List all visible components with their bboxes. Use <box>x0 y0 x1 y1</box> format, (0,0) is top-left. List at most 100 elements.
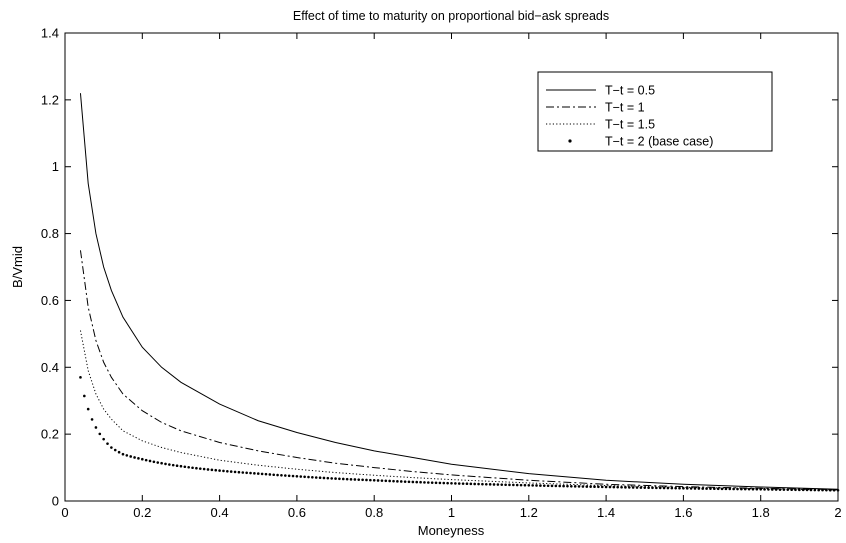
data-point <box>322 476 326 480</box>
data-point <box>457 482 461 485</box>
data-point <box>562 484 565 488</box>
data-point <box>542 484 546 487</box>
data-point <box>137 457 140 460</box>
data-point <box>639 486 643 489</box>
data-point <box>365 478 368 482</box>
data-point <box>318 476 322 480</box>
data-point <box>801 488 805 492</box>
data-point <box>98 432 102 436</box>
data-point <box>825 488 828 492</box>
data-point <box>492 483 496 486</box>
data-point <box>222 469 225 473</box>
data-point <box>226 469 229 473</box>
data-point <box>446 481 449 485</box>
x-tick-label: 1.4 <box>597 505 615 520</box>
data-point <box>635 486 639 489</box>
data-point <box>705 487 708 490</box>
data-point <box>384 479 388 483</box>
data-point <box>129 455 133 458</box>
data-point <box>341 477 345 481</box>
data-point <box>597 485 600 489</box>
data-point <box>473 482 476 486</box>
data-point <box>175 464 179 467</box>
chart-title: Effect of time to maturity on proportion… <box>293 9 609 23</box>
data-point <box>651 486 654 490</box>
data-point <box>566 484 569 488</box>
data-point <box>620 485 623 489</box>
data-point <box>570 484 573 488</box>
data-point <box>345 477 349 481</box>
data-point <box>160 461 163 465</box>
data-point <box>198 467 202 470</box>
data-point <box>380 479 384 482</box>
data-point <box>662 486 666 490</box>
y-tick-label: 0 <box>52 494 59 509</box>
y-tick-label: 0.4 <box>41 360 59 375</box>
data-point <box>790 488 793 492</box>
data-point <box>241 471 245 474</box>
data-point <box>631 486 635 489</box>
data-point <box>782 488 786 491</box>
data-point <box>427 481 430 484</box>
data-point <box>728 487 732 491</box>
data-point <box>121 452 125 456</box>
data-point <box>554 484 558 488</box>
data-point <box>218 469 221 472</box>
data-point <box>148 459 152 463</box>
data-point <box>303 475 306 479</box>
data-point <box>133 456 136 459</box>
data-point <box>805 488 809 492</box>
data-point <box>361 478 364 482</box>
data-point <box>770 488 774 491</box>
data-point <box>832 488 836 492</box>
data-point <box>299 475 303 478</box>
data-point <box>326 476 330 480</box>
data-point <box>828 488 832 492</box>
series-line-2 <box>79 250 839 491</box>
y-tick-label: 0.6 <box>41 293 59 308</box>
x-tick-label: 0.8 <box>365 505 383 520</box>
data-point <box>141 457 144 461</box>
data-point <box>798 488 801 492</box>
data-point <box>187 465 190 469</box>
data-point <box>496 483 500 486</box>
data-point <box>334 477 337 480</box>
data-point <box>674 486 677 490</box>
data-point <box>113 448 117 452</box>
data-point <box>415 480 419 484</box>
data-point <box>778 488 782 491</box>
data-point <box>110 446 113 449</box>
data-point <box>813 488 817 492</box>
data-point <box>589 485 592 488</box>
data-point <box>461 482 465 485</box>
data-point <box>450 481 453 485</box>
data-point <box>202 467 206 471</box>
y-tick-label: 0.8 <box>41 226 59 241</box>
data-point <box>685 487 689 490</box>
data-point <box>817 488 820 492</box>
data-point <box>280 473 283 477</box>
data-point <box>407 480 411 484</box>
data-point <box>519 483 523 487</box>
data-point <box>612 485 616 489</box>
data-point <box>678 486 681 490</box>
data-point <box>411 480 415 484</box>
x-tick-label: 0.2 <box>133 505 151 520</box>
data-point <box>369 478 372 482</box>
data-point <box>191 466 194 470</box>
x-tick-label: 1.8 <box>752 505 770 520</box>
x-axis-label: Moneyness <box>418 523 485 538</box>
data-point <box>655 486 658 490</box>
data-point <box>736 487 739 491</box>
data-point <box>627 486 631 489</box>
data-point <box>357 478 361 481</box>
data-point <box>759 488 762 491</box>
data-point <box>330 477 333 480</box>
data-point <box>83 394 86 398</box>
data-point <box>821 488 824 492</box>
data-point <box>314 476 318 479</box>
data-point <box>183 465 187 469</box>
data-point <box>573 485 577 488</box>
legend-marker <box>568 139 572 143</box>
data-point <box>442 481 446 485</box>
